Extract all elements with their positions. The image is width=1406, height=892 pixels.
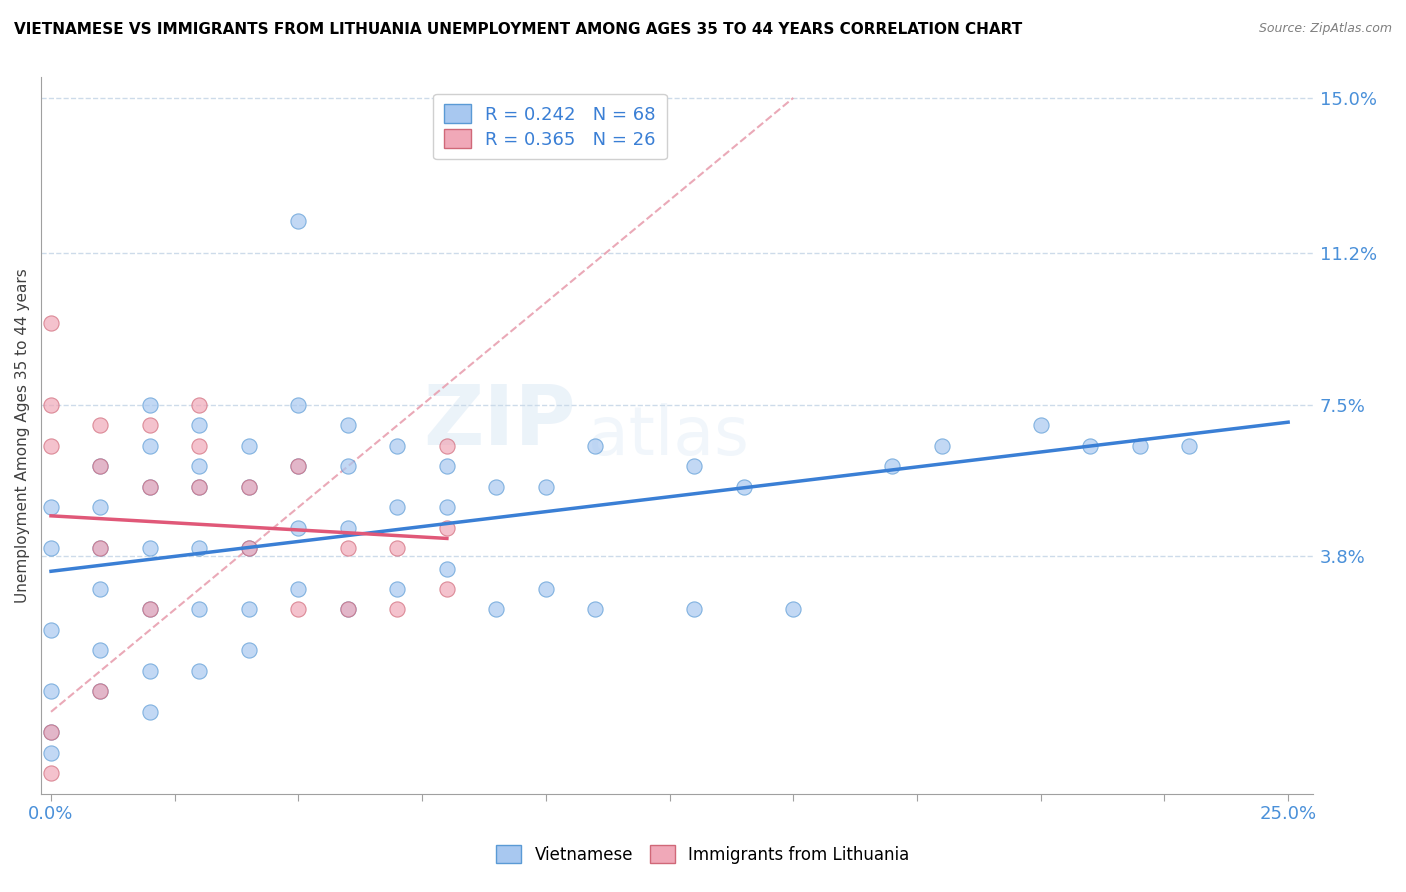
Point (188, 480, 211, 494)
Point (287, 459, 309, 474)
Point (238, 602, 260, 616)
Point (238, 541, 260, 555)
Point (39, 541, 62, 555)
Point (1129, 439, 1152, 453)
Point (287, 213, 309, 227)
Point (287, 582, 309, 596)
Point (387, 541, 409, 555)
Point (188, 439, 211, 453)
Point (39, 725, 62, 739)
Point (882, 459, 904, 474)
Point (436, 500, 458, 515)
Point (39, 623, 62, 637)
Legend: Vietnamese, Immigrants from Lithuania: Vietnamese, Immigrants from Lithuania (489, 838, 917, 871)
Point (89, 459, 111, 474)
Point (387, 500, 409, 515)
Point (89, 459, 111, 474)
Point (287, 398, 309, 412)
Y-axis label: Unemployment Among Ages 35 to 44 years: Unemployment Among Ages 35 to 44 years (15, 268, 30, 603)
Point (336, 602, 359, 616)
Point (139, 480, 162, 494)
Legend: R = 0.242   N = 68, R = 0.365   N = 26: R = 0.242 N = 68, R = 0.365 N = 26 (433, 94, 666, 160)
Point (39, 316, 62, 330)
Point (238, 541, 260, 555)
Point (436, 521, 458, 535)
Point (336, 459, 359, 474)
Point (287, 459, 309, 474)
Point (683, 459, 706, 474)
Text: atlas: atlas (588, 402, 749, 468)
Point (139, 541, 162, 555)
Point (238, 480, 260, 494)
Point (436, 439, 458, 453)
Point (89, 541, 111, 555)
Point (1029, 418, 1052, 433)
Point (39, 500, 62, 515)
Point (139, 398, 162, 412)
Point (188, 418, 211, 433)
Point (583, 602, 606, 616)
Point (89, 643, 111, 657)
Point (89, 582, 111, 596)
Point (139, 418, 162, 433)
Point (39, 746, 62, 760)
Point (89, 418, 111, 433)
Point (287, 602, 309, 616)
Point (188, 541, 211, 555)
Text: Source: ZipAtlas.com: Source: ZipAtlas.com (1258, 22, 1392, 36)
Point (188, 602, 211, 616)
Point (436, 459, 458, 474)
Point (188, 459, 211, 474)
Point (387, 439, 409, 453)
Point (139, 602, 162, 616)
Point (485, 480, 508, 494)
Point (39, 725, 62, 739)
Text: VIETNAMESE VS IMMIGRANTS FROM LITHUANIA UNEMPLOYMENT AMONG AGES 35 TO 44 YEARS C: VIETNAMESE VS IMMIGRANTS FROM LITHUANIA … (14, 22, 1022, 37)
Point (436, 582, 458, 596)
Point (39, 398, 62, 412)
Point (89, 500, 111, 515)
Point (436, 561, 458, 575)
Point (583, 439, 606, 453)
Point (188, 664, 211, 678)
Point (485, 602, 508, 616)
Point (336, 541, 359, 555)
Point (39, 766, 62, 780)
Point (188, 398, 211, 412)
Point (336, 418, 359, 433)
Point (534, 480, 557, 494)
Point (287, 521, 309, 535)
Point (534, 582, 557, 596)
Text: ZIP: ZIP (423, 381, 575, 462)
Point (188, 480, 211, 494)
Point (238, 439, 260, 453)
Point (1078, 439, 1101, 453)
Point (782, 602, 804, 616)
Point (139, 705, 162, 719)
Point (39, 439, 62, 453)
Point (139, 664, 162, 678)
Point (733, 480, 755, 494)
Point (387, 602, 409, 616)
Point (89, 541, 111, 555)
Point (336, 602, 359, 616)
Point (336, 521, 359, 535)
Point (139, 602, 162, 616)
Point (931, 439, 953, 453)
Point (89, 684, 111, 698)
Point (39, 684, 62, 698)
Point (139, 480, 162, 494)
Point (238, 643, 260, 657)
Point (683, 602, 706, 616)
Point (89, 684, 111, 698)
Point (139, 439, 162, 453)
Point (387, 582, 409, 596)
Point (238, 480, 260, 494)
Point (1178, 439, 1201, 453)
